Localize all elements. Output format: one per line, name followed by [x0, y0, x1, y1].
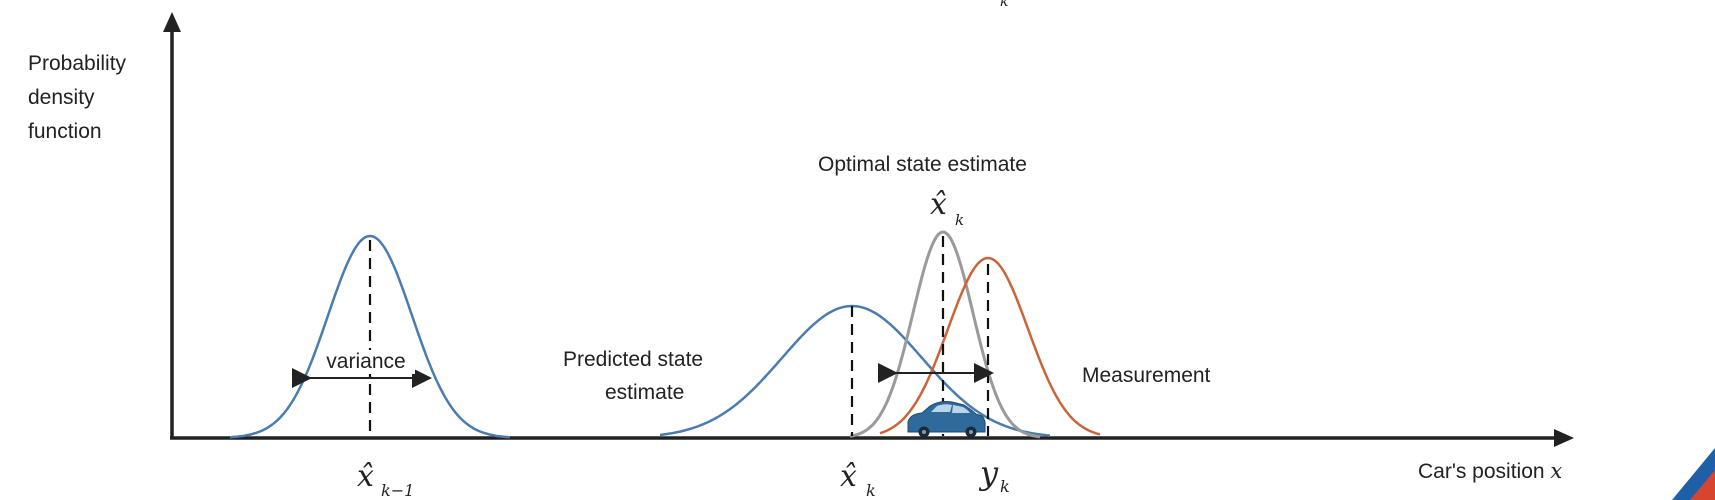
- top-cropped-subscript: k: [1000, 0, 1008, 10]
- previous-mean-symbol: x̂ k−1: [357, 459, 414, 500]
- corner-decoration: [1672, 448, 1715, 500]
- predicted-mean-symbol: x̂ k: [840, 459, 876, 500]
- svg-text:k: k: [866, 481, 876, 500]
- predicted-estimate-label: Predicted state estimate: [563, 348, 709, 404]
- svg-text:k: k: [955, 211, 964, 229]
- car-icon: [907, 401, 986, 438]
- svg-text:x̂: x̂: [357, 459, 374, 494]
- x-axis-arrowhead: [1554, 429, 1574, 447]
- optimal-mean-symbol: x̂ k: [930, 187, 964, 229]
- x-axis-label: Car's position x: [1418, 459, 1562, 483]
- measurement-mean-symbol: y k: [978, 454, 1010, 496]
- svg-text:x̂: x̂: [930, 187, 947, 222]
- predicted-estimate-curve: [659, 304, 1051, 437]
- measurement-label: Measurement: [1082, 364, 1211, 387]
- svg-text:k−1: k−1: [381, 481, 414, 500]
- y-axis-label: Probability density function: [28, 52, 132, 143]
- svg-text:x̂: x̂: [840, 459, 857, 494]
- measurement-curve: [879, 256, 1101, 436]
- svg-text:y: y: [978, 454, 999, 492]
- optimal-estimate-curve: [849, 230, 1041, 439]
- previous-estimate-curve: [229, 234, 511, 439]
- svg-text:k: k: [1000, 477, 1010, 496]
- y-axis-arrowhead: [163, 12, 181, 32]
- optimal-estimate-label: Optimal state estimate: [818, 153, 1027, 176]
- variance-label: variance: [326, 350, 405, 373]
- variance-label-bg: [317, 350, 415, 374]
